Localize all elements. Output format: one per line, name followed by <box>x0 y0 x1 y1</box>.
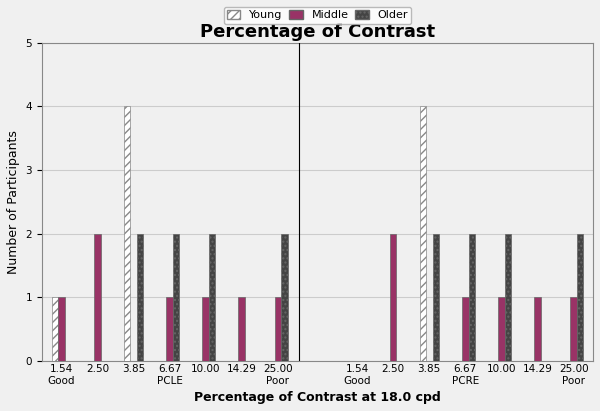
Bar <box>94 234 101 361</box>
Bar <box>505 234 511 361</box>
Bar <box>571 298 577 361</box>
Bar <box>281 234 287 361</box>
Bar <box>124 106 130 361</box>
Bar <box>390 234 397 361</box>
Bar <box>534 298 541 361</box>
Bar <box>209 234 215 361</box>
Bar <box>419 106 426 361</box>
X-axis label: Percentage of Contrast at 18.0 cpd: Percentage of Contrast at 18.0 cpd <box>194 391 441 404</box>
Bar <box>498 298 505 361</box>
Bar <box>577 234 583 361</box>
Bar <box>238 298 245 361</box>
Legend: Young, Middle, Older: Young, Middle, Older <box>224 7 411 24</box>
Bar <box>469 234 475 361</box>
Bar <box>166 298 173 361</box>
Title: Percentage of Contrast: Percentage of Contrast <box>200 23 435 41</box>
Bar <box>202 298 209 361</box>
Bar <box>173 234 179 361</box>
Y-axis label: Number of Participants: Number of Participants <box>7 130 20 274</box>
Bar <box>58 298 65 361</box>
Bar <box>52 298 58 361</box>
Bar <box>462 298 469 361</box>
Bar <box>433 234 439 361</box>
Bar <box>275 298 281 361</box>
Bar <box>137 234 143 361</box>
